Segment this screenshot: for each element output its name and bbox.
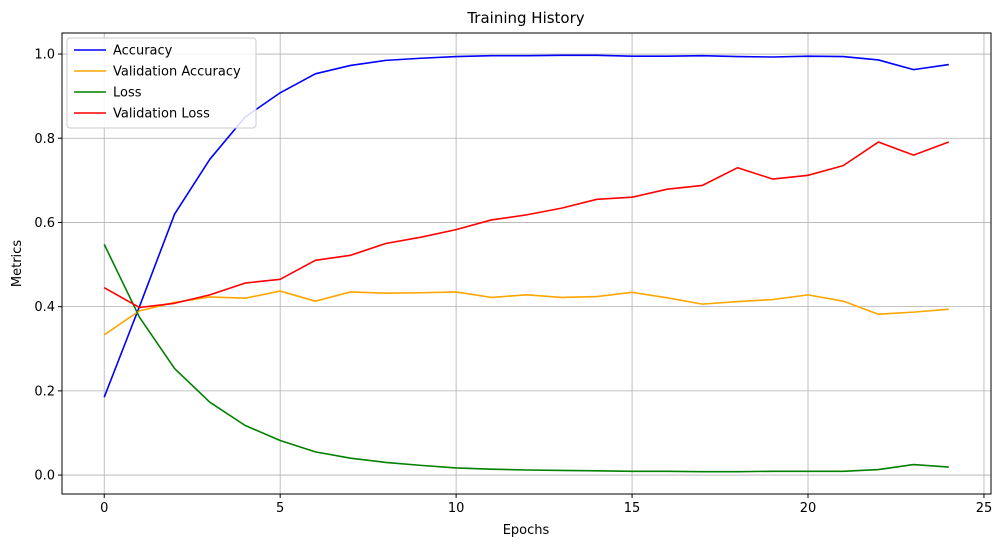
grid-lines (62, 33, 991, 494)
y-tick-label: 1.0 (34, 48, 55, 63)
x-axis-label: Epochs (503, 523, 550, 538)
legend-label-validation-accuracy: Validation Accuracy (113, 65, 241, 80)
y-tick-label: 0.4 (34, 300, 55, 315)
y-tick-label: 0.0 (34, 469, 55, 484)
x-tick-label: 15 (624, 501, 641, 516)
legend-box (66, 37, 257, 129)
axis-ticks: 0 5 10 15 20 25 0.0 0.2 0.4 0.6 0.8 1.0 (34, 48, 992, 516)
x-tick-label: 5 (276, 501, 284, 516)
y-tick-label: 0.6 (34, 216, 55, 231)
plot-frame (61, 32, 992, 495)
x-tick-label: 10 (448, 501, 465, 516)
series-line-validation-loss (103, 141, 950, 309)
legend-label-loss: Loss (113, 86, 142, 101)
series-line-loss (103, 243, 949, 473)
x-tick-label: 25 (976, 501, 993, 516)
legend: Accuracy Validation Accuracy Loss Validatio… (66, 37, 257, 129)
x-tick-label: 20 (800, 501, 817, 516)
chart-title: Training History (466, 9, 584, 27)
legend-label-validation-loss: Validation Loss (113, 107, 210, 122)
x-tick-label: 0 (100, 501, 108, 516)
y-tick-label: 0.8 (34, 132, 55, 147)
legend-label-accuracy: Accuracy (113, 44, 173, 59)
y-axis-label: Metrics (10, 240, 25, 287)
series-lines (103, 54, 950, 473)
y-tick-label: 0.2 (34, 384, 55, 399)
series-line-validation-accuracy (103, 290, 949, 336)
